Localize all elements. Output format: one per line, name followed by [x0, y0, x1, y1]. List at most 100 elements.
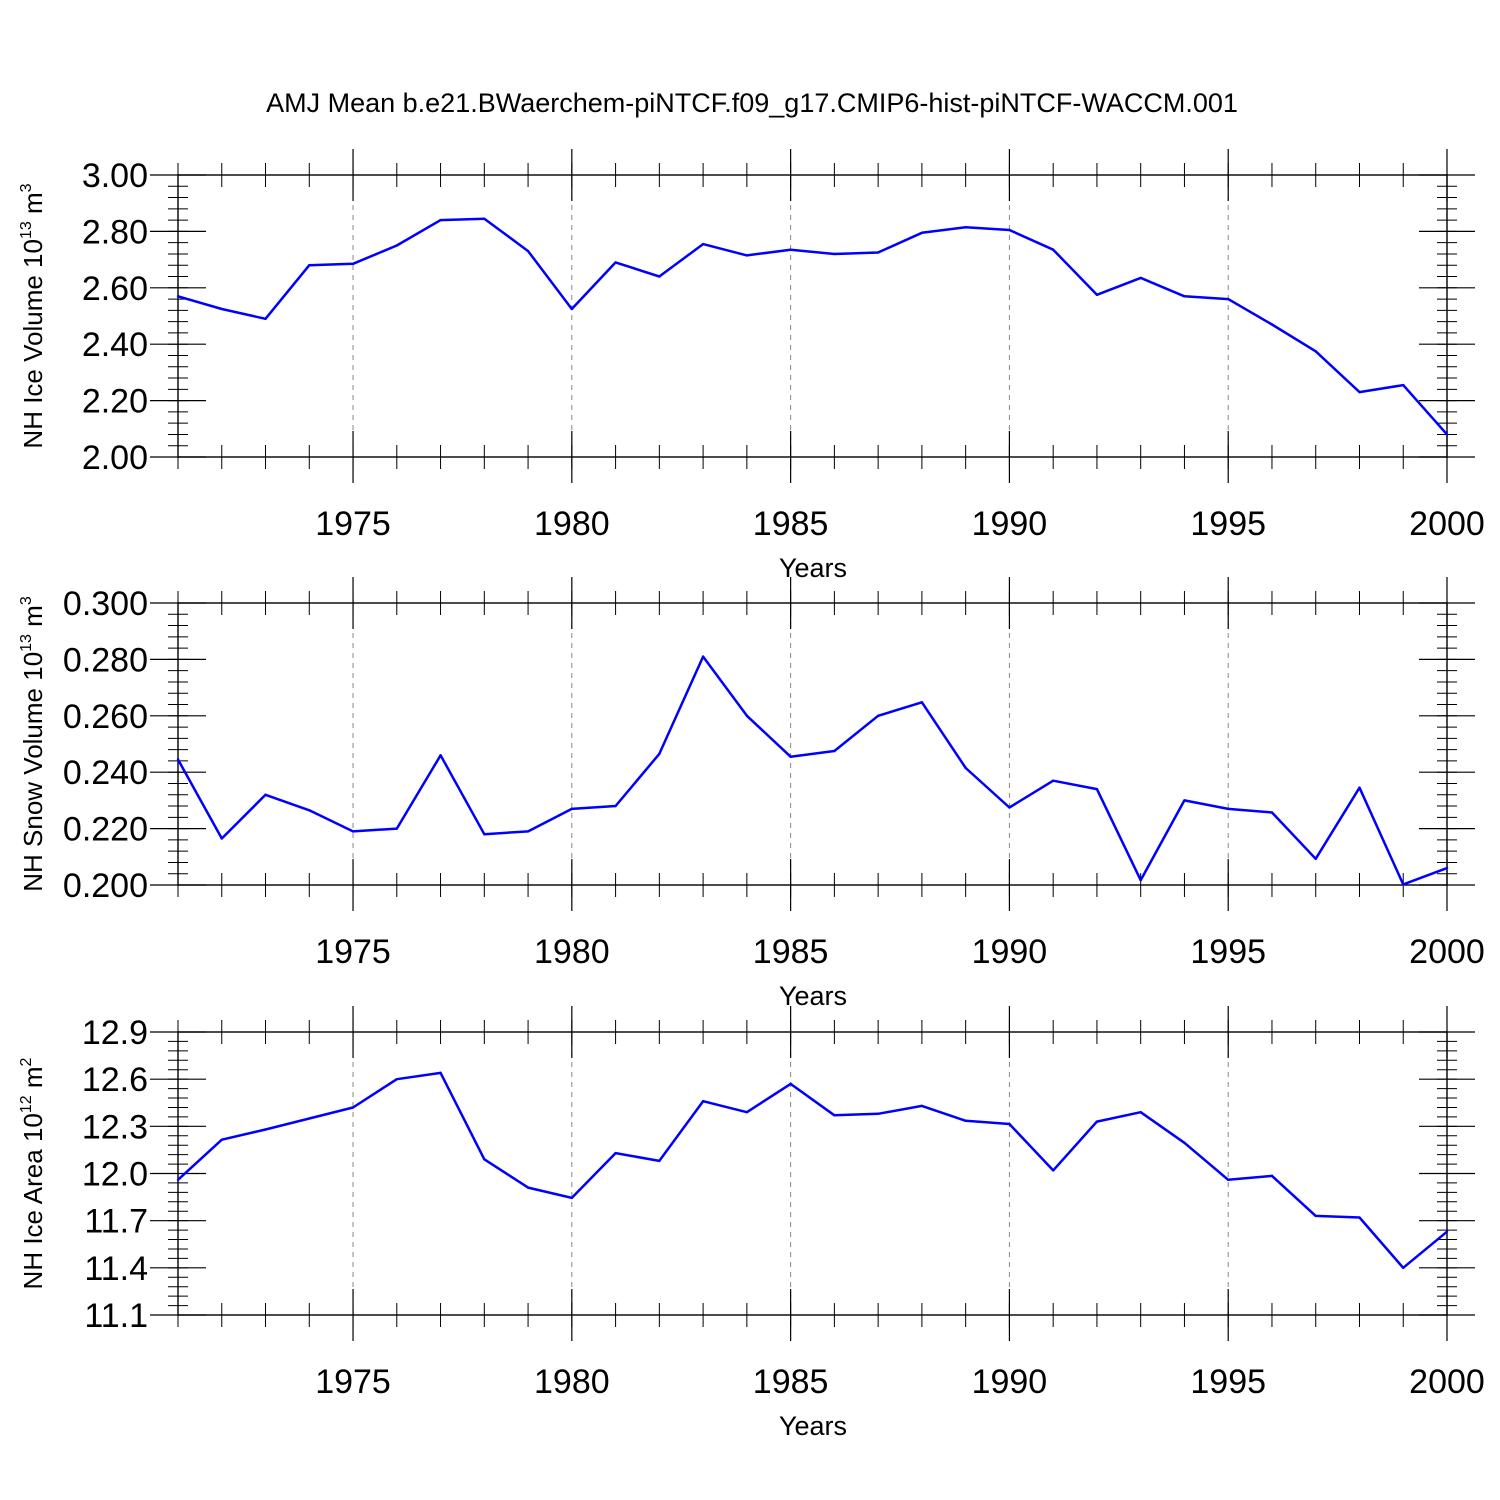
data-point	[658, 275, 661, 278]
data-point	[1227, 807, 1230, 811]
data-point	[701, 1099, 705, 1103]
x-tick-label: 2000	[1409, 933, 1485, 971]
data-point	[701, 242, 705, 246]
data-point	[1402, 883, 1405, 886]
data-point	[1183, 799, 1186, 802]
data-point	[1358, 786, 1361, 789]
data-point	[1051, 248, 1055, 251]
data-point	[745, 714, 749, 717]
y-axis-label-text: NH Ice Area 10	[18, 1113, 48, 1289]
data-point	[1183, 295, 1186, 298]
x-axis-label: Years	[779, 553, 847, 583]
y-axis-label-text: NH Snow Volume 10	[18, 652, 48, 892]
panel-3: 11.1 11.4 11.7 12.0 12.3 12.6 12.9 1975 1980 1985…	[18, 1006, 1485, 1441]
panel-1: 2.00 2.20 2.40 2.60 2.80 3.00 1975 1980 1985 1990…	[18, 149, 1485, 583]
data-point	[1445, 1230, 1449, 1233]
data-point	[176, 758, 180, 761]
x-axis-label: Years	[779, 981, 847, 1011]
data-point	[483, 217, 486, 220]
data-point	[701, 655, 705, 658]
y-tick-label: 2.20	[82, 383, 148, 421]
y-tick-label: 2.00	[82, 439, 148, 477]
data-point	[176, 295, 180, 298]
x-tick-label: 1985	[753, 505, 829, 543]
y-axis-label-exponent: 13	[18, 221, 35, 239]
x-tick-label: 1980	[534, 933, 610, 971]
data-point	[308, 1117, 311, 1120]
data-point	[1314, 857, 1317, 860]
y-axis-label: NH Ice Volume 1013 m3	[18, 183, 48, 448]
data-point	[220, 837, 223, 840]
y-tick-label: 0.300	[63, 585, 148, 623]
data-point	[1008, 1122, 1011, 1126]
data-point	[526, 830, 530, 833]
plot-frame	[177, 1031, 1448, 1316]
x-tick-label: 1975	[315, 505, 391, 543]
data-point	[439, 218, 442, 222]
data-point	[1095, 787, 1099, 791]
data-point	[1402, 1266, 1405, 1270]
x-tick-label: 1990	[972, 505, 1048, 543]
data-point	[351, 830, 355, 833]
data-point	[526, 1186, 530, 1189]
data-point	[1227, 297, 1230, 301]
x-tick-label: 1975	[315, 1363, 391, 1401]
y-tick-label: 2.80	[82, 213, 148, 251]
x-tick-label: 1975	[315, 933, 391, 971]
y-tick-label: 11.4	[84, 1250, 148, 1288]
data-point	[920, 701, 924, 704]
data-point	[1270, 323, 1274, 326]
data-point	[789, 248, 792, 251]
y-tick-label: 3.00	[82, 157, 148, 195]
data-point	[833, 252, 836, 256]
data-point	[526, 249, 530, 253]
data-point	[483, 1158, 486, 1161]
data-point	[789, 755, 792, 758]
data-point	[1358, 1216, 1361, 1219]
data-point	[1445, 433, 1449, 436]
data-point	[264, 1128, 267, 1131]
data-point	[439, 754, 442, 757]
data-point	[1445, 866, 1449, 870]
panel-2: 0.200 0.220 0.240 0.260 0.280 0.300 1975 1980 19…	[18, 577, 1485, 1011]
data-point	[1183, 1141, 1186, 1145]
data-point	[1227, 1178, 1230, 1181]
x-tick-label: 1995	[1190, 933, 1266, 971]
data-point	[351, 1106, 355, 1109]
data-point	[395, 827, 398, 830]
data-point	[483, 833, 486, 836]
data-point	[876, 714, 880, 717]
data-point	[570, 307, 574, 311]
y-axis-label-text: NH Ice Volume 10	[18, 239, 48, 449]
series-line	[177, 1071, 1448, 1270]
data-point	[920, 231, 924, 235]
data-point	[264, 793, 267, 796]
data-point	[395, 1077, 398, 1081]
y-tick-label: 2.60	[82, 270, 148, 308]
y-tick-label: 0.280	[63, 641, 148, 679]
y-axis-label-unit-exponent: 2	[18, 1057, 35, 1066]
x-tick-label: 1995	[1190, 1363, 1266, 1401]
x-tick-label: 1990	[972, 1363, 1048, 1401]
y-axis-label-unit-exponent: 3	[18, 596, 35, 605]
series-line	[176, 655, 1448, 886]
data-point	[264, 317, 267, 321]
data-point	[789, 1082, 792, 1086]
y-axis-label: NH Snow Volume 1013 m3	[18, 596, 48, 892]
x-tick-label: 2000	[1409, 505, 1485, 543]
x-tick-label: 1995	[1190, 505, 1266, 543]
data-point	[308, 264, 311, 267]
x-tick-label: 1985	[753, 1363, 829, 1401]
data-point	[1139, 276, 1142, 280]
y-tick-label: 11.7	[84, 1203, 148, 1241]
data-point	[1270, 811, 1274, 814]
y-tick-label: 2.40	[82, 326, 148, 364]
data-point	[220, 307, 223, 311]
x-tick-label: 1985	[753, 933, 829, 971]
y-tick-label: 0.240	[63, 754, 148, 792]
data-point	[745, 254, 749, 257]
plot-frame	[177, 174, 1448, 458]
data-point	[176, 1178, 180, 1181]
data-point	[351, 262, 355, 266]
